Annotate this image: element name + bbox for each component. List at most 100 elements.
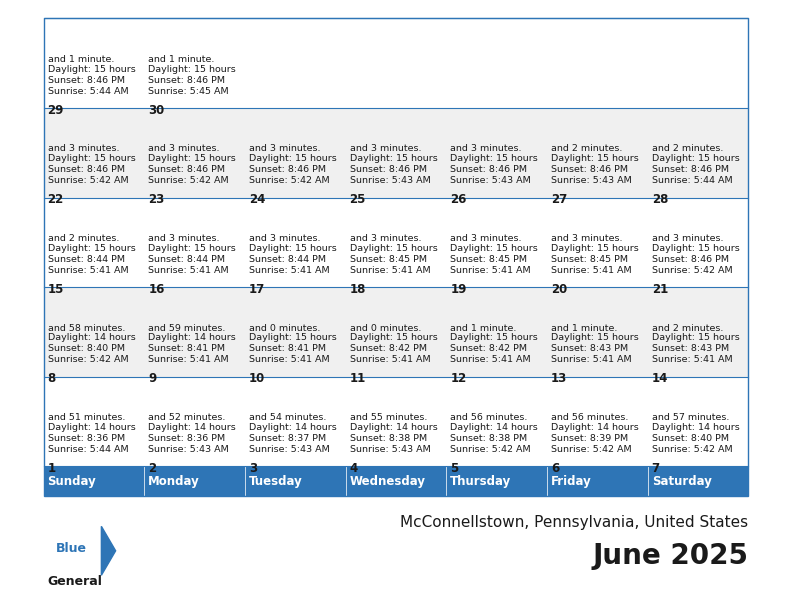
Text: Daylight: 15 hours: Daylight: 15 hours [249, 154, 337, 163]
Text: and 58 minutes.: and 58 minutes. [48, 324, 125, 332]
Text: Daylight: 15 hours: Daylight: 15 hours [349, 244, 437, 253]
Text: Sunset: 8:42 PM: Sunset: 8:42 PM [349, 345, 427, 353]
Text: June 2025: June 2025 [592, 542, 748, 570]
Bar [44, 466, 144, 496]
Text: Daylight: 14 hours: Daylight: 14 hours [349, 423, 437, 432]
Text: and 55 minutes.: and 55 minutes. [349, 413, 427, 422]
Text: 7: 7 [652, 462, 660, 475]
Text: and 3 minutes.: and 3 minutes. [48, 144, 119, 154]
Text: Friday: Friday [551, 474, 592, 488]
Text: Sunset: 8:46 PM: Sunset: 8:46 PM [48, 75, 124, 84]
Text: Daylight: 15 hours: Daylight: 15 hours [551, 334, 639, 342]
Text: Sunrise: 5:43 AM: Sunrise: 5:43 AM [148, 445, 229, 454]
Text: and 3 minutes.: and 3 minutes. [551, 234, 623, 243]
Text: Thursday: Thursday [451, 474, 512, 488]
Text: and 2 minutes.: and 2 minutes. [652, 324, 723, 332]
Text: and 1 minute.: and 1 minute. [451, 324, 516, 332]
Text: Sunset: 8:46 PM: Sunset: 8:46 PM [551, 165, 628, 174]
Text: and 3 minutes.: and 3 minutes. [349, 234, 421, 243]
Text: and 3 minutes.: and 3 minutes. [349, 144, 421, 154]
Text: Daylight: 15 hours: Daylight: 15 hours [249, 334, 337, 342]
Text: Sunrise: 5:41 AM: Sunrise: 5:41 AM [249, 266, 329, 275]
Text: and 56 minutes.: and 56 minutes. [551, 413, 628, 422]
Text: and 0 minutes.: and 0 minutes. [349, 324, 421, 332]
Text: Daylight: 15 hours: Daylight: 15 hours [148, 64, 236, 73]
Text: Sunset: 8:37 PM: Sunset: 8:37 PM [249, 434, 326, 443]
Text: Sunset: 8:46 PM: Sunset: 8:46 PM [652, 165, 729, 174]
Text: Daylight: 14 hours: Daylight: 14 hours [48, 423, 135, 432]
Text: 27: 27 [551, 193, 567, 206]
Bar [44, 287, 748, 377]
Bar [44, 18, 748, 496]
Text: Sunset: 8:43 PM: Sunset: 8:43 PM [551, 345, 628, 353]
Text: Sunset: 8:44 PM: Sunset: 8:44 PM [148, 255, 225, 264]
Text: 25: 25 [349, 193, 366, 206]
Text: Daylight: 14 hours: Daylight: 14 hours [451, 423, 538, 432]
Text: Sunset: 8:36 PM: Sunset: 8:36 PM [148, 434, 226, 443]
Text: Sunset: 8:44 PM: Sunset: 8:44 PM [249, 255, 326, 264]
Text: Daylight: 15 hours: Daylight: 15 hours [249, 244, 337, 253]
Text: and 3 minutes.: and 3 minutes. [249, 234, 321, 243]
Text: Sunrise: 5:41 AM: Sunrise: 5:41 AM [551, 266, 632, 275]
Text: 1: 1 [48, 462, 55, 475]
Text: and 1 minute.: and 1 minute. [551, 324, 618, 332]
Text: 11: 11 [349, 373, 366, 386]
Text: Sunset: 8:45 PM: Sunset: 8:45 PM [551, 255, 628, 264]
Text: Daylight: 15 hours: Daylight: 15 hours [349, 334, 437, 342]
Text: Sunset: 8:43 PM: Sunset: 8:43 PM [652, 345, 729, 353]
Text: Sunrise: 5:43 AM: Sunrise: 5:43 AM [451, 176, 531, 185]
Text: Sunrise: 5:43 AM: Sunrise: 5:43 AM [249, 445, 329, 454]
Bar [44, 377, 748, 466]
Text: Sunrise: 5:42 AM: Sunrise: 5:42 AM [249, 176, 329, 185]
Text: Sunday: Sunday [48, 474, 97, 488]
Text: Sunrise: 5:42 AM: Sunrise: 5:42 AM [652, 266, 733, 275]
Text: 23: 23 [148, 193, 165, 206]
Text: 14: 14 [652, 373, 668, 386]
Text: 15: 15 [48, 283, 64, 296]
Text: Daylight: 15 hours: Daylight: 15 hours [349, 154, 437, 163]
Text: Daylight: 15 hours: Daylight: 15 hours [652, 244, 740, 253]
Text: Sunrise: 5:44 AM: Sunrise: 5:44 AM [48, 445, 128, 454]
Text: Sunrise: 5:43 AM: Sunrise: 5:43 AM [551, 176, 632, 185]
Text: McConnellstown, Pennsylvania, United States: McConnellstown, Pennsylvania, United Sta… [400, 515, 748, 531]
Text: 17: 17 [249, 283, 265, 296]
Text: Daylight: 15 hours: Daylight: 15 hours [48, 244, 135, 253]
Text: Daylight: 14 hours: Daylight: 14 hours [148, 334, 236, 342]
Bar [547, 466, 648, 496]
Text: 18: 18 [349, 283, 366, 296]
Bar [345, 466, 447, 496]
Text: Sunset: 8:41 PM: Sunset: 8:41 PM [148, 345, 225, 353]
Text: Sunrise: 5:41 AM: Sunrise: 5:41 AM [652, 356, 733, 364]
Text: Sunset: 8:38 PM: Sunset: 8:38 PM [451, 434, 527, 443]
Bar [44, 198, 748, 287]
Text: Daylight: 15 hours: Daylight: 15 hours [652, 334, 740, 342]
Text: and 2 minutes.: and 2 minutes. [48, 234, 119, 243]
Text: Sunset: 8:45 PM: Sunset: 8:45 PM [451, 255, 527, 264]
Text: Sunrise: 5:41 AM: Sunrise: 5:41 AM [48, 266, 128, 275]
Text: Sunrise: 5:43 AM: Sunrise: 5:43 AM [349, 445, 430, 454]
Polygon shape [101, 526, 116, 575]
Text: Sunset: 8:46 PM: Sunset: 8:46 PM [148, 165, 225, 174]
Text: Sunset: 8:46 PM: Sunset: 8:46 PM [148, 75, 225, 84]
Text: Sunrise: 5:42 AM: Sunrise: 5:42 AM [551, 445, 632, 454]
Text: 19: 19 [451, 283, 466, 296]
Text: Sunrise: 5:42 AM: Sunrise: 5:42 AM [451, 445, 531, 454]
Text: Sunset: 8:41 PM: Sunset: 8:41 PM [249, 345, 326, 353]
Text: and 0 minutes.: and 0 minutes. [249, 324, 320, 332]
Text: 29: 29 [48, 103, 64, 117]
Text: 22: 22 [48, 193, 64, 206]
Text: Daylight: 15 hours: Daylight: 15 hours [652, 154, 740, 163]
Text: 30: 30 [148, 103, 165, 117]
Text: 8: 8 [48, 373, 55, 386]
Text: Sunset: 8:46 PM: Sunset: 8:46 PM [48, 165, 124, 174]
Text: 10: 10 [249, 373, 265, 386]
Text: and 3 minutes.: and 3 minutes. [451, 234, 522, 243]
Text: 9: 9 [148, 373, 157, 386]
Text: Daylight: 15 hours: Daylight: 15 hours [48, 154, 135, 163]
Text: Monday: Monday [148, 474, 200, 488]
Text: and 56 minutes.: and 56 minutes. [451, 413, 527, 422]
Text: and 57 minutes.: and 57 minutes. [652, 413, 729, 422]
Text: Daylight: 15 hours: Daylight: 15 hours [48, 64, 135, 73]
Text: Sunrise: 5:41 AM: Sunrise: 5:41 AM [451, 356, 531, 364]
Text: Blue: Blue [55, 542, 86, 554]
